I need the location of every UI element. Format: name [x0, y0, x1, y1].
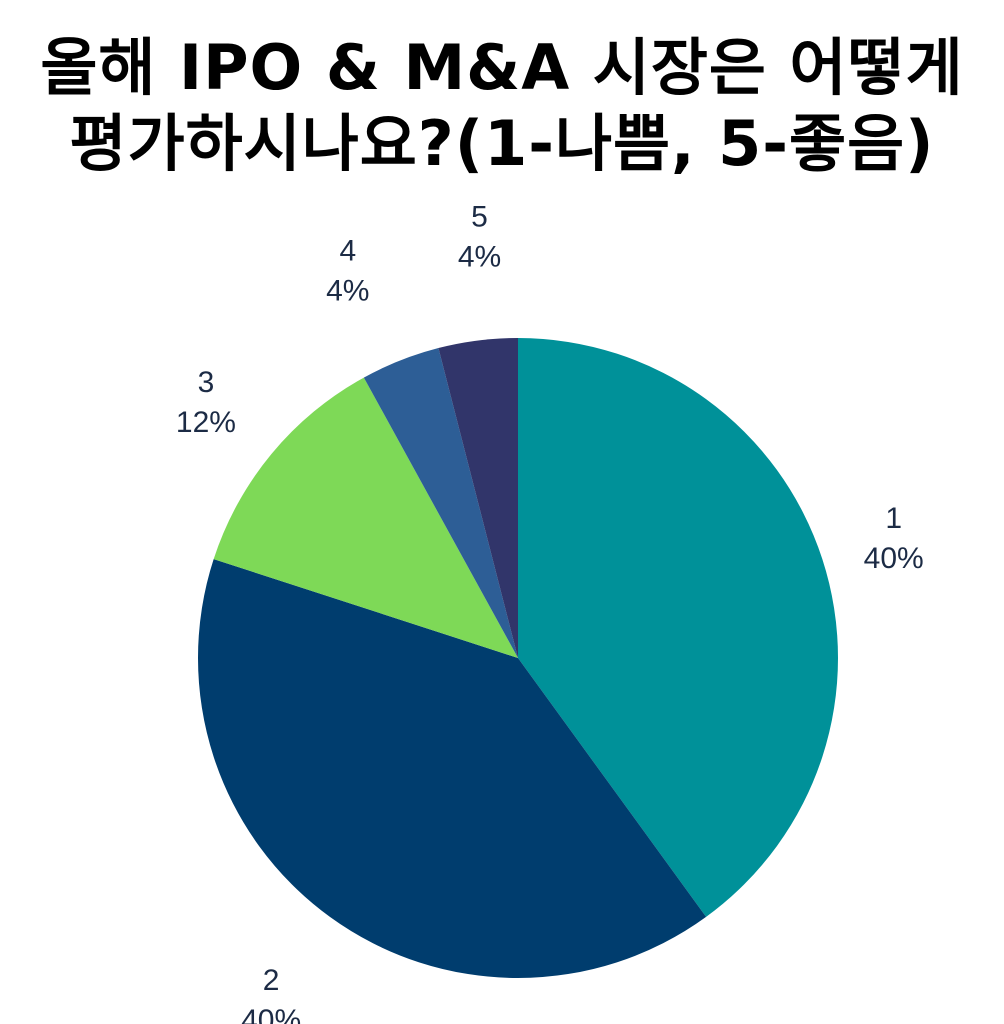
pie-slice-1 — [518, 338, 839, 917]
slice-category-label-2: 2 — [263, 964, 280, 997]
slice-category-label-1: 1 — [885, 502, 902, 535]
pie-slice-2 — [198, 559, 707, 979]
pie-slice-5 — [438, 338, 518, 658]
chart-title-line-2: 평가하시나요?(1-나쁨, 5-좋음) — [69, 107, 935, 180]
chart-title-line-1: 올해 IPO & M&A 시장은 어떻게 — [40, 31, 964, 104]
pie-labels: 1 40% 2 40% 3 12% 4 4% 5 4% — [176, 201, 924, 1024]
slice-value-label-3: 12% — [176, 406, 236, 439]
slice-value-label-1: 40% — [864, 542, 924, 575]
slice-value-label-2: 40% — [241, 1004, 301, 1024]
slice-category-label-4: 4 — [339, 235, 356, 268]
pie-slice-3 — [213, 377, 518, 658]
slice-value-label-4: 4% — [326, 275, 369, 308]
chart-title: 올해 IPO & M&A 시장은 어떻게 평가하시나요?(1-나쁨, 5-좋음) — [0, 30, 1004, 182]
pie-slices — [198, 338, 839, 979]
slice-category-label-3: 3 — [198, 366, 215, 399]
slice-value-label-5: 4% — [458, 241, 501, 274]
pie-slice-4 — [363, 348, 518, 658]
slice-category-label-5: 5 — [471, 201, 488, 234]
